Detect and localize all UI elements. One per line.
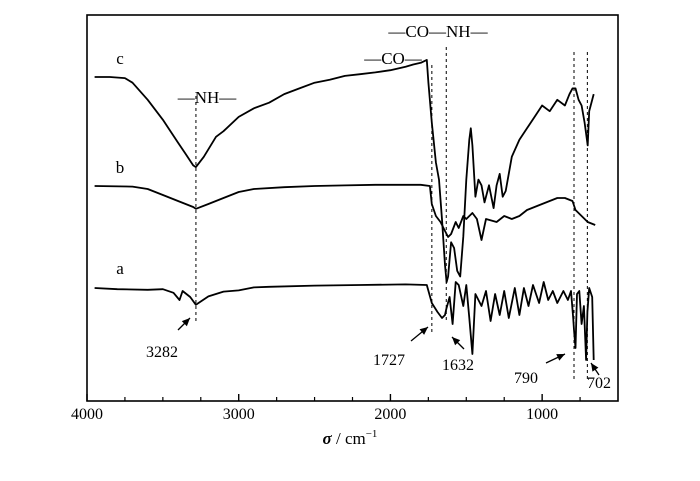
peak-label: 790 [514,370,538,387]
annotation-layer: a b c —NH— —CO— —CO—NH— 3282 1727 1632 790 702 [116,22,611,392]
peak-label: 1632 [442,357,474,374]
x-axis-ticks: 4000 3000 2000 1000 [71,394,581,423]
peak-label: 3282 [146,344,178,361]
spectra-layer [94,59,596,361]
spectrum-line-b [94,183,596,241]
arrowhead [419,327,428,335]
x-tick-label: 4000 [71,406,103,423]
band-label: —CO—NH— [387,22,488,41]
x-tick-label: 1000 [526,406,558,423]
peak-label: 702 [587,375,611,392]
arrowhead [452,337,461,346]
x-axis-symbol: σ [323,429,333,448]
x-axis-unit: / cm [332,429,366,448]
peak-label: 1727 [373,352,405,369]
curve-label-c: c [116,49,124,68]
arrowhead [181,318,190,327]
band-label: —CO— [363,49,423,68]
band-label: —NH— [177,88,238,107]
arrowhead [556,354,565,361]
x-axis-label: σ / cm−1 [323,428,378,448]
arrowhead [591,363,599,372]
x-axis-exponent: −1 [366,428,378,440]
dashed-guide-layer [195,47,588,380]
curve-label-a: a [116,259,124,278]
x-tick-label: 3000 [223,406,255,423]
spectrum-line-c [94,59,595,284]
curve-label-b: b [116,158,125,177]
x-tick-label: 2000 [374,406,406,423]
